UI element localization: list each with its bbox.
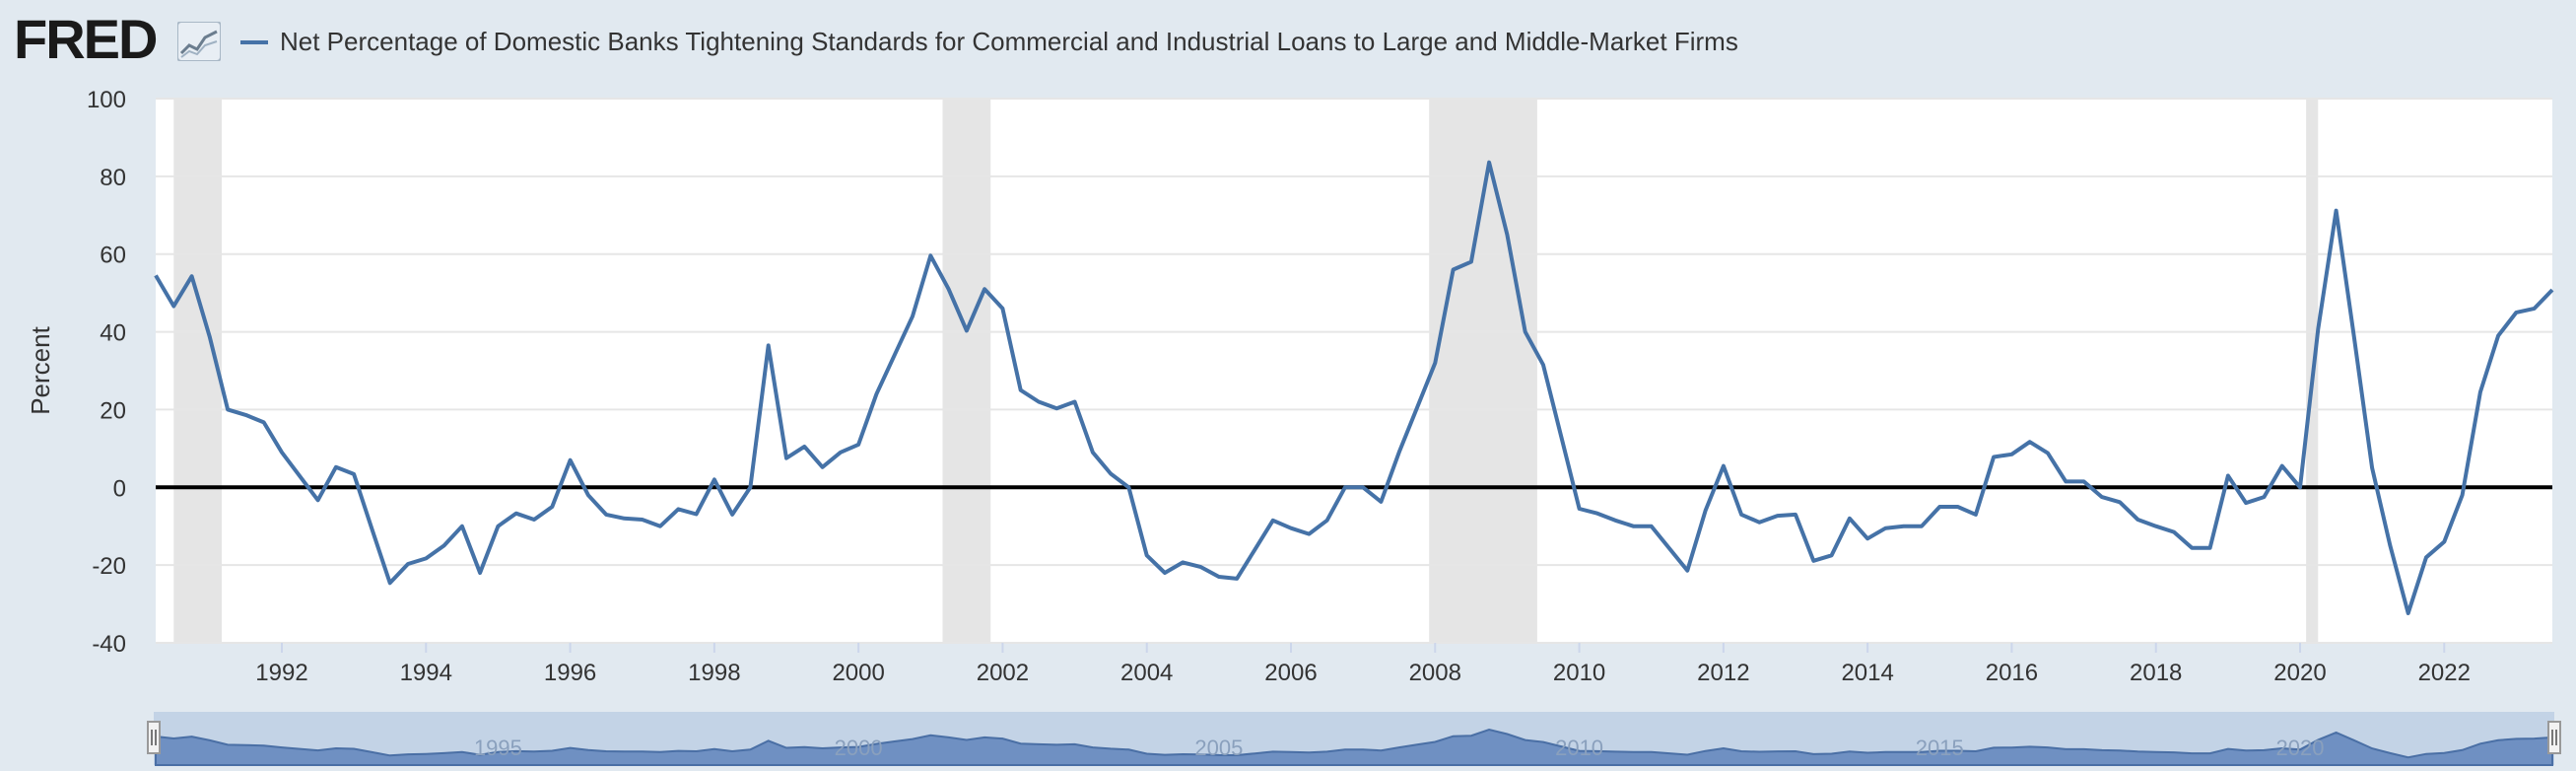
chart-area: -40 -20 0 20 40 60 80 100 1992 1994 1996 1998 2000 2…: [26, 87, 2554, 686]
navigator-year-label: 2005: [1194, 736, 1243, 760]
chart-header: FRED Net Percentage of Domestic Banks Ti…: [0, 0, 2576, 83]
x-tick-label: 2002: [977, 660, 1029, 686]
range-navigator[interactable]: 1995 2000 2005 2010 2015 2020: [0, 706, 2576, 771]
y-tick-label: -20: [92, 553, 126, 580]
x-tick-label: 1996: [544, 660, 596, 686]
navigator-year-label: 2020: [2276, 736, 2325, 760]
x-tick-label: 2018: [2130, 660, 2182, 686]
y-tick-label: 60: [100, 243, 126, 269]
navigator-year-label: 2015: [1916, 736, 1964, 760]
navigator-handle-left[interactable]: [147, 721, 161, 754]
x-tick-label: 2020: [2273, 660, 2326, 686]
x-tick-label: 2006: [1264, 660, 1317, 686]
x-tick-label: 2010: [1553, 660, 1605, 686]
legend-swatch: [240, 40, 268, 44]
x-tick-label: 2022: [2418, 660, 2471, 686]
fred-logo[interactable]: FRED: [14, 8, 158, 70]
y-axis-label: Percent: [26, 325, 55, 414]
x-tick-label: 2008: [1409, 660, 1461, 686]
plot-background: [156, 99, 2552, 643]
series-line[interactable]: [154, 160, 2554, 615]
recession-band: [173, 99, 223, 643]
y-tick-label: 80: [100, 165, 126, 191]
x-axis-ticks: 1992 1994 1996 1998 2000 2002 2004 2006 2008 2010…: [255, 643, 2471, 686]
x-tick-label: 1992: [255, 660, 307, 686]
recession-band: [1429, 99, 1537, 643]
navigator-year-label: 2010: [1555, 736, 1603, 760]
x-tick-label: 1994: [400, 660, 452, 686]
navigator-series-area: [155, 728, 2553, 766]
gridlines: [156, 98, 2552, 644]
navigator-year-labels: 1995 2000 2005 2010 2015 2020: [474, 736, 2325, 760]
y-tick-label: 40: [100, 320, 126, 347]
y-tick-label: 0: [113, 475, 126, 502]
x-tick-label: 2016: [1986, 660, 2038, 686]
x-tick-label: 2014: [1841, 660, 1893, 686]
recession-band: [942, 99, 991, 643]
y-tick-label: 100: [87, 87, 126, 113]
y-tick-label: 20: [100, 397, 126, 424]
x-tick-label: 2012: [1697, 660, 1749, 686]
x-tick-label: 2004: [1120, 660, 1173, 686]
navigator-year-label: 1995: [474, 736, 522, 760]
navigator-year-label: 2000: [835, 736, 883, 760]
y-axis-ticks: -40 -20 0 20 40 60 80 100: [87, 87, 126, 658]
x-tick-label: 2000: [832, 660, 884, 686]
y-tick-label: -40: [92, 631, 126, 658]
chart-title: Net Percentage of Domestic Banks Tighten…: [280, 27, 1738, 56]
navigator-handle-right[interactable]: [2547, 721, 2561, 754]
x-tick-label: 1998: [688, 660, 740, 686]
fred-chart-logo-icon: [177, 22, 221, 61]
